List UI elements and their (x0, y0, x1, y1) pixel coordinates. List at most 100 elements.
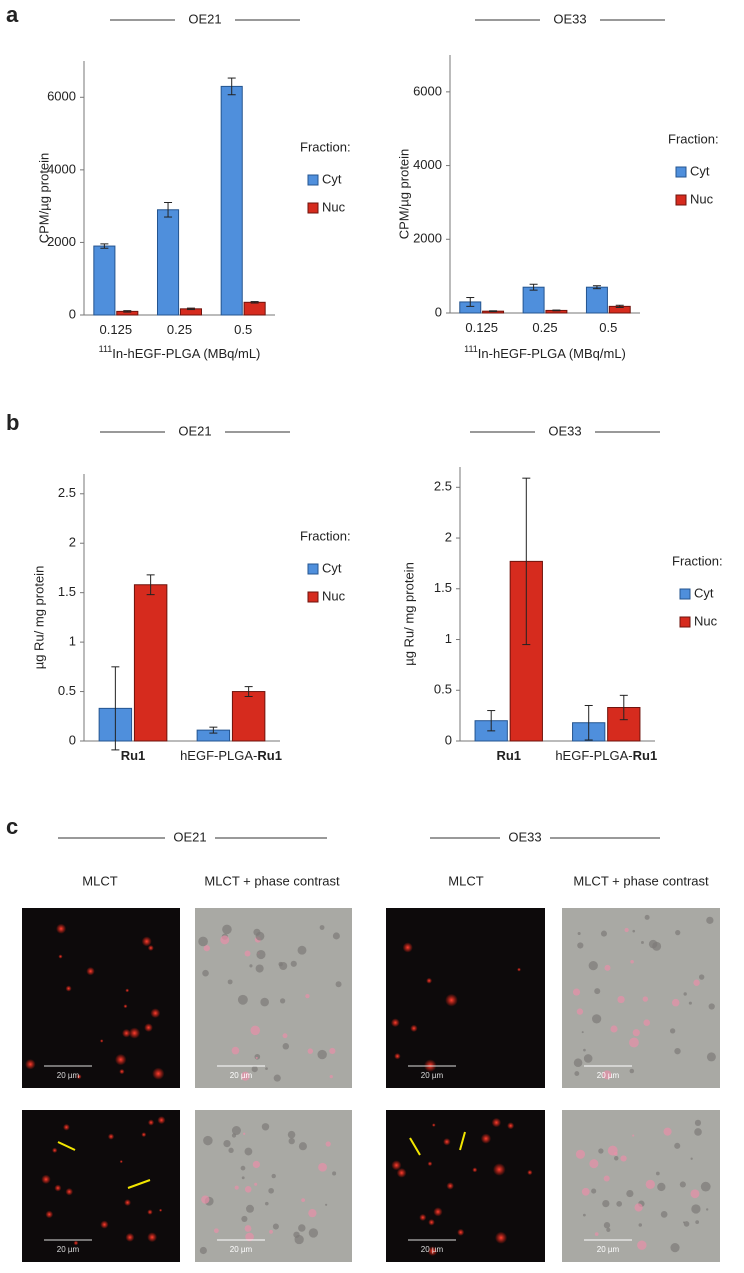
y-tick-label: 6000 (413, 83, 442, 98)
cell-texture (329, 1075, 333, 1079)
fluorescence-spot (99, 1039, 104, 1043)
legend-title: Fraction: (672, 553, 723, 568)
fluorescence-spot (125, 1232, 135, 1242)
legend-label: Nuc (322, 588, 346, 603)
y-axis-label: µg Ru/ mg protein (401, 562, 416, 666)
cell-texture (282, 1043, 290, 1050)
micrograph (386, 1110, 545, 1262)
cell-texture (308, 1209, 317, 1218)
cell-texture (325, 1141, 331, 1147)
cell-texture (706, 1052, 716, 1062)
micrograph-panel: OE21 OE33 MLCT MLCT + phase contrast MLC… (58, 829, 709, 888)
scale-bar-label: 20 µm (597, 1071, 620, 1080)
cell-texture (603, 1175, 610, 1182)
fluorescence-spot (144, 1023, 153, 1032)
cell-texture (669, 1028, 676, 1034)
legend-swatch (679, 616, 691, 628)
cell-texture (629, 1037, 639, 1048)
fluorescence-spot (491, 1117, 502, 1128)
cell-texture (629, 1068, 635, 1074)
legend-title: Fraction: (300, 139, 351, 154)
bar (93, 245, 116, 316)
fluorescence-spot (58, 954, 63, 959)
fluorescence-spot (52, 1147, 58, 1154)
cell-texture (574, 1071, 580, 1077)
y-tick-label: 1 (69, 634, 76, 649)
cell-texture (641, 941, 644, 944)
legend-label: Cyt (322, 560, 342, 575)
legend-swatch (675, 194, 687, 206)
cell-texture (227, 979, 233, 985)
cell-texture (670, 1243, 680, 1253)
cell-texture (671, 998, 680, 1007)
bar (522, 286, 545, 314)
cell-texture (572, 988, 581, 996)
cell-texture (691, 1204, 701, 1214)
cell-texture (244, 950, 251, 957)
bar (156, 209, 180, 316)
micrograph (22, 908, 180, 1088)
cell-texture (318, 1162, 327, 1172)
fluorescence-spot (427, 1161, 433, 1167)
cell-texture (634, 1203, 643, 1212)
column-label: MLCT (82, 873, 117, 888)
cell-texture (301, 1198, 306, 1203)
fluorescence-spot (86, 966, 95, 976)
panel-label: b (6, 410, 19, 435)
x-axis-label-main: In-hEGF-PLGA (MBq/mL) (112, 346, 260, 361)
legend-title: Fraction: (668, 131, 719, 146)
cell-texture (254, 1182, 258, 1186)
cell-texture (600, 930, 607, 937)
fluorescence-spot (517, 967, 521, 972)
fluorescence-spot (426, 977, 433, 984)
cell-texture (198, 936, 208, 947)
y-tick-label: 1.5 (58, 584, 76, 599)
cell-texture (203, 1135, 213, 1146)
cell-texture (632, 929, 636, 933)
micrograph (562, 1110, 720, 1262)
cell-texture (581, 1031, 584, 1034)
fluorescence-spot (443, 1138, 451, 1146)
x-tick-label: Ru1 (121, 748, 146, 763)
cell-texture (298, 1224, 306, 1232)
fluorescence-spot (122, 1028, 131, 1038)
panel-label: c (6, 814, 18, 839)
cell-texture (690, 1189, 700, 1199)
x-tick-label: 0.125 (100, 322, 133, 337)
cell-texture (317, 1049, 327, 1060)
y-tick-label: 2.5 (434, 479, 452, 494)
fluorescence-spot (158, 1208, 163, 1212)
y-tick-label: 1 (445, 631, 452, 646)
legend-label: Nuc (690, 191, 714, 206)
fluorescence-spot (427, 1246, 438, 1257)
cell-texture (573, 1058, 583, 1068)
fluorescence-spot (119, 1160, 123, 1164)
fluorescence-spot (445, 993, 458, 1007)
scale-bar-label: 20 µm (421, 1245, 444, 1254)
cell-texture (243, 1132, 246, 1135)
cell-texture (203, 945, 210, 952)
cell-texture (706, 916, 714, 924)
micrograph (386, 908, 545, 1088)
cell-texture (254, 1053, 261, 1060)
cell-texture (706, 1208, 709, 1211)
legend-swatch (307, 591, 319, 603)
x-tick-label-part: 0.5 (599, 320, 617, 335)
cell-texture (695, 1220, 700, 1224)
y-axis-label: µg Ru/ mg protein (31, 566, 46, 670)
cell-texture (260, 997, 269, 1007)
cell-texture (268, 1187, 274, 1194)
cell-texture (577, 942, 584, 949)
arrow (127, 1179, 151, 1189)
x-tick-label: 0.5 (234, 322, 252, 337)
cell-texture (288, 1137, 295, 1145)
cell-texture (241, 1176, 245, 1180)
cell-texture (246, 1204, 254, 1213)
y-tick-label: 0 (69, 732, 76, 747)
fluorescence-spot (472, 1167, 478, 1173)
y-tick-label: 0 (69, 306, 76, 321)
cell-texture (616, 1201, 623, 1207)
cell-texture (222, 924, 232, 935)
cell-texture (637, 1240, 647, 1250)
cell-texture (642, 996, 649, 1002)
